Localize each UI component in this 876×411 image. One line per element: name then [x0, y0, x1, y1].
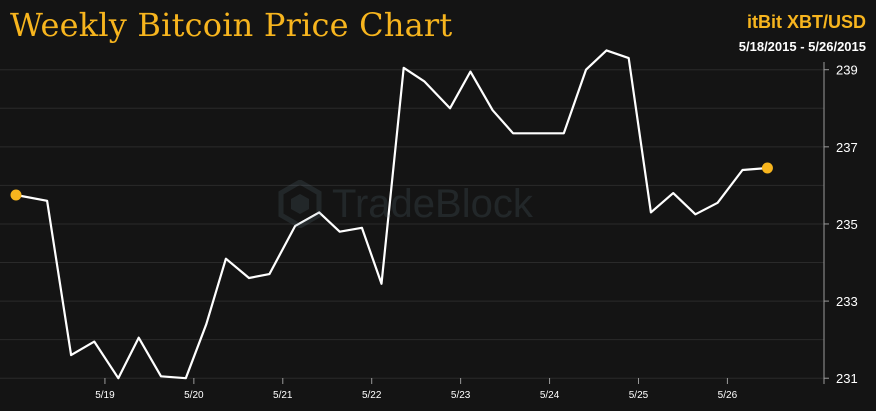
y-tick-label: 239	[836, 63, 858, 78]
watermark-text: TradeBlock	[332, 181, 533, 226]
watermark: TradeBlock	[278, 180, 533, 228]
source-label: itBit XBT/USD	[747, 12, 866, 32]
y-axis-ticks: 231 233 235 237 239	[824, 63, 858, 386]
endpoint-markers	[10, 162, 773, 201]
x-tick-label: 5/19	[95, 390, 115, 401]
y-tick-label: 235	[836, 217, 858, 232]
chart-title: Weekly Bitcoin Price Chart	[10, 6, 453, 44]
x-tick-label: 5/21	[273, 390, 293, 401]
x-tick-label: 5/26	[718, 390, 738, 401]
date-range: 5/18/2015 - 5/26/2015	[738, 39, 866, 54]
endpoint-marker	[10, 189, 22, 201]
x-tick-label: 5/25	[629, 390, 649, 401]
y-tick-label: 237	[836, 140, 858, 155]
price-line	[14, 49, 769, 380]
y-tick-label: 231	[836, 371, 858, 386]
x-axis-ticks: 5/19 5/20 5/21 5/22 5/23 5/24 5/25 5/26	[95, 378, 738, 401]
x-tick-label: 5/20	[184, 390, 204, 401]
x-tick-label: 5/22	[362, 390, 382, 401]
tradeblock-logo-icon	[278, 180, 322, 228]
x-tick-label: 5/23	[451, 390, 471, 401]
endpoint-marker	[761, 162, 773, 174]
x-tick-label: 5/24	[540, 390, 560, 401]
y-tick-label: 233	[836, 294, 858, 309]
